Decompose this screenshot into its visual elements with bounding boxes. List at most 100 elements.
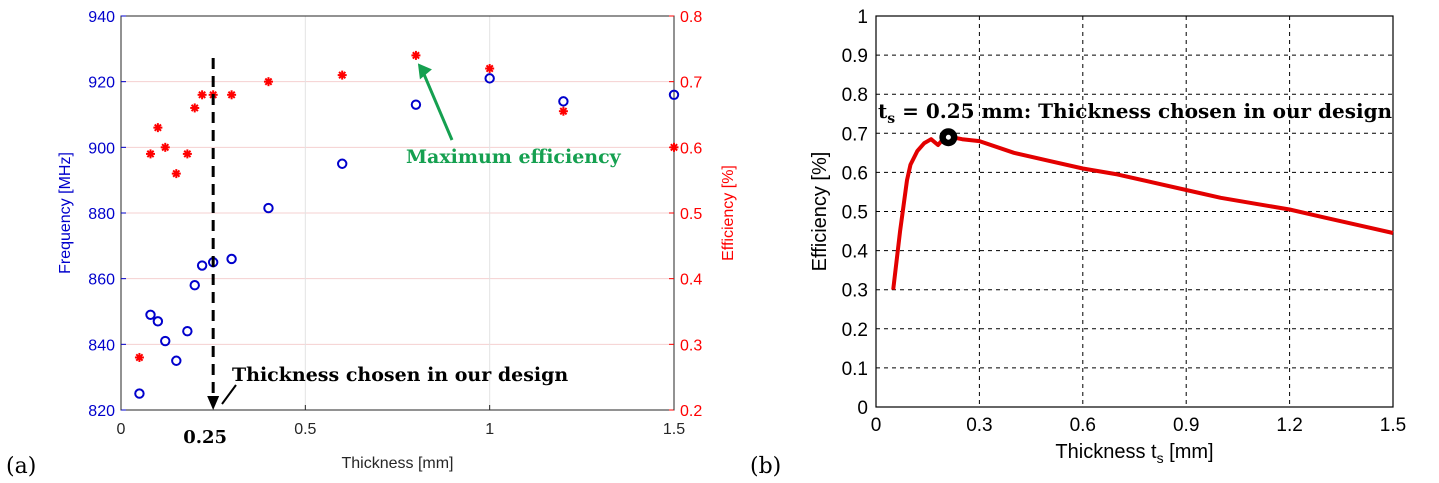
tick-label-left: 880 (88, 206, 115, 223)
freq-point (410, 99, 422, 110)
tick-label-x: 1 (485, 421, 494, 438)
tick-label-x: 1.5 (663, 421, 685, 438)
tick-label-right: 0.5 (680, 206, 702, 223)
eff-point (197, 90, 207, 100)
annotation-t: t (878, 99, 888, 123)
panel-a-annotations: Thickness chosen in our design Maximum ef… (207, 58, 622, 410)
tick-label-y: 0.1 (842, 359, 868, 380)
eff-point-stroke (172, 169, 181, 178)
panel-b-x-axis-label: Thickness ts [mm] (1055, 441, 1213, 466)
eff-point-stroke (154, 123, 162, 132)
eff-point-stroke (161, 143, 170, 152)
tick-label-y: 1 (857, 7, 868, 28)
tick-label-y: 0 (857, 398, 868, 419)
tick-label-y: 0.5 (842, 203, 868, 224)
tick-label-y: 0.9 (842, 46, 868, 67)
eff-point (182, 149, 192, 159)
tick-label-y: 0.7 (842, 124, 868, 145)
tick-label-x: 0.5 (294, 421, 316, 438)
tick-label-right: 0.8 (680, 9, 702, 26)
eff-point (558, 106, 568, 116)
eff-point-stroke (412, 51, 420, 60)
eff-point (485, 64, 495, 74)
tick-label-right: 0.3 (680, 337, 702, 354)
eff-point (134, 352, 144, 362)
eff-point-stroke (264, 77, 273, 86)
tick-label-y: 0.2 (842, 320, 868, 341)
eff-point (411, 50, 421, 60)
annotation-text: = 0.25 mm: Thickness chosen in our desig… (895, 99, 1392, 123)
panel-b-ticks: 0 0.1 0.2 0.3 0.4 0.5 0.6 0.7 0.8 0.9 1 0 0.3 0.6 0.9 1… (842, 7, 1407, 436)
tick-label-y: 0.8 (842, 85, 868, 106)
tick-label-x: 0 (117, 421, 126, 438)
max-efficiency-arrowhead (417, 63, 432, 80)
tick-label-right: 0.4 (680, 272, 702, 289)
eff-point-stroke (485, 64, 494, 73)
freq-point (152, 316, 164, 327)
eff-point-stroke (670, 143, 678, 152)
eff-point-stroke (338, 71, 347, 79)
panel-a-right-axis-label: Efficiency [%] (720, 165, 737, 261)
tick-label-y: 0.4 (842, 242, 869, 263)
freq-point (189, 280, 200, 291)
tick-label-x: 0 (871, 415, 882, 436)
eff-point-stroke (146, 150, 155, 158)
freq-point (337, 158, 348, 169)
xlabel-unit: [mm] (1164, 441, 1214, 463)
panel-a-ticks: 820 840 860 880 900 920 940 0.2 0.3 0.4 0.5 0.6 0.7 0… (88, 9, 702, 438)
tick-label-left: 920 (88, 75, 115, 92)
series-frequency (134, 73, 680, 399)
xlabel-subscript: s (1157, 450, 1164, 466)
tick-label-left: 940 (88, 9, 115, 26)
chosen-thickness-marker-center (945, 134, 951, 140)
tick-label-y: 0.6 (842, 163, 868, 184)
freq-point (134, 388, 145, 399)
tick-label-y: 0.3 (842, 281, 868, 302)
thickness-leader-line (221, 384, 237, 405)
tick-label-x: 1.2 (1276, 415, 1302, 436)
freq-point (484, 73, 495, 84)
chosen-thickness-arrowhead (207, 396, 220, 410)
panel-b-label: (b) (750, 454, 781, 479)
eff-point (227, 90, 237, 100)
tick-label-x: 0.6 (1070, 415, 1096, 436)
thickness-choice-annotation: Thickness chosen in our design (232, 364, 568, 386)
eff-point-stroke (183, 150, 192, 158)
panel-a-grid (120, 15, 675, 411)
freq-point (196, 260, 208, 271)
eff-point (190, 103, 200, 113)
eff-point (153, 123, 163, 133)
panel-a-x-axis-label: Thickness [mm] (341, 455, 453, 472)
series-efficiency (134, 50, 679, 362)
tick-label-left: 820 (88, 403, 115, 420)
eff-point (263, 77, 273, 87)
panel-a-left-axis-label: Frequency [MHz] (57, 152, 74, 274)
panel-b-plot-frame (875, 15, 1394, 408)
annotation-subscript: s (887, 111, 895, 127)
panel-b-efficiency-line: 0 0.1 0.2 0.3 0.4 0.5 0.6 0.7 0.8 0.9 1 0 0.3 0.6 0.9 1… (750, 7, 1406, 479)
tick-label-left: 900 (88, 140, 115, 157)
tick-label-right: 0.2 (680, 403, 702, 420)
tick-label-left: 840 (88, 337, 115, 354)
panel-b-annotation: ts = 0.25 mm: Thickness chosen in our de… (878, 99, 1393, 127)
freq-point (182, 326, 193, 337)
xlabel-main: Thickness t (1055, 441, 1157, 463)
freq-point (558, 96, 569, 107)
panel-a-frequency-efficiency: 820 840 860 880 900 920 940 0.2 0.3 0.4 0.5 0.6 0.7 0… (6, 9, 737, 479)
tick-label-right: 0.6 (680, 140, 702, 157)
freq-point (668, 89, 680, 101)
panel-b-y-axis-label: Efficiency [%] (809, 152, 831, 272)
tick-label-left: 860 (88, 272, 115, 289)
series-efficiency-line (891, 135, 1394, 290)
max-efficiency-arrow-line (420, 68, 454, 141)
tick-label-x: 1.5 (1380, 415, 1406, 436)
panel-a-label: (a) (6, 454, 36, 479)
eff-point-stroke (198, 90, 206, 99)
panel-a-extra-tick: 0.25 (183, 427, 227, 448)
tick-label-right: 0.7 (680, 75, 702, 92)
eff-point (669, 142, 679, 152)
eff-point (337, 70, 347, 80)
freq-point (171, 355, 182, 366)
max-efficiency-annotation: Maximum efficiency (406, 146, 622, 168)
